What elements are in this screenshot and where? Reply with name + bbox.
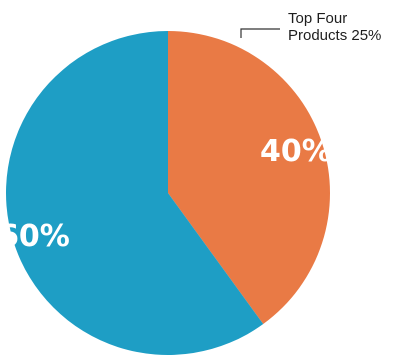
pie-slice-label-60: 60% xyxy=(0,219,70,254)
callout-text-line-2: Products 25% xyxy=(288,27,382,44)
pie-slice-60 xyxy=(6,31,264,356)
pie-slice-40 xyxy=(168,31,330,325)
pie-slice-label-40: 40% xyxy=(260,134,332,169)
callout-leader-line xyxy=(240,28,280,38)
pie-slice-labels: 40% 60% xyxy=(0,134,332,254)
pie-slices xyxy=(6,31,330,356)
callout-text-line-1: Top Four xyxy=(288,10,348,27)
callout-annotation: Top Four Products 25% xyxy=(288,10,396,44)
